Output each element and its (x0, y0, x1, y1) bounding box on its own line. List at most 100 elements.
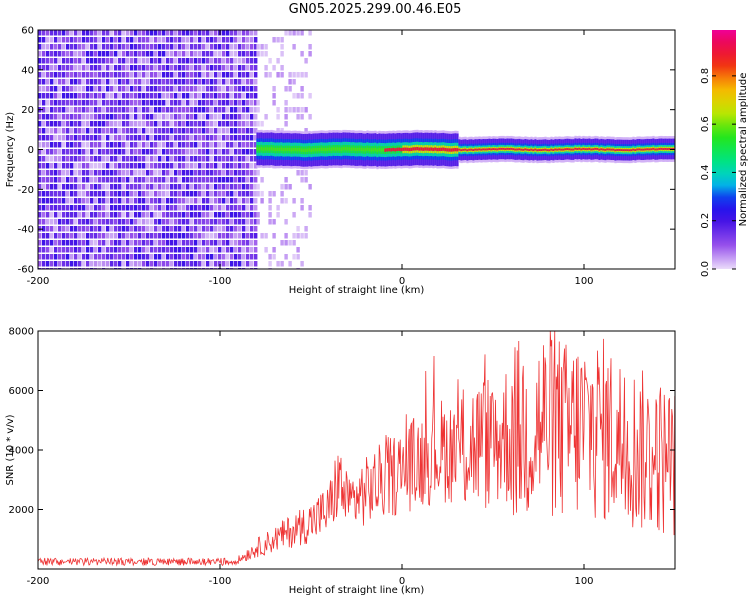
heat-cell (138, 233, 142, 239)
heat-cell (404, 147, 407, 151)
heat-cell (94, 72, 98, 78)
heat-cell (288, 107, 292, 113)
heat-cell (194, 212, 198, 218)
heat-cell (182, 128, 186, 134)
heat-cell (138, 205, 142, 211)
heat-cell (162, 170, 166, 176)
heat-cell (82, 212, 86, 218)
heat-cell (170, 44, 174, 50)
heat-cell (292, 198, 296, 204)
heat-cell (222, 240, 226, 246)
heat-cell (130, 51, 134, 57)
heat-cell (142, 254, 146, 260)
heat-cell (260, 233, 264, 239)
heat-cell (118, 205, 122, 211)
heat-cell (242, 233, 246, 239)
heat-cell (206, 240, 210, 246)
heat-cell (210, 226, 214, 232)
heat-cell (118, 149, 122, 155)
heat-cell (114, 51, 118, 57)
heat-cell (70, 58, 74, 64)
heat-cell (174, 51, 178, 57)
heat-cell (114, 135, 118, 141)
heat-cell (218, 44, 222, 50)
heat-cell (74, 72, 78, 78)
heat-cell (198, 128, 202, 134)
heat-cell (230, 191, 234, 197)
heat-cell (74, 51, 78, 57)
heat-cell (122, 86, 126, 92)
heat-cell (170, 254, 174, 260)
heat-cell (94, 191, 98, 197)
heat-cell (54, 79, 58, 85)
heat-cell (238, 128, 242, 134)
heat-cell (86, 212, 90, 218)
heat-cell (320, 147, 323, 151)
heat-cell (122, 163, 126, 169)
heat-cell (166, 149, 170, 155)
heat-cell (102, 177, 106, 183)
heat-cell (146, 121, 150, 127)
heat-cell (54, 44, 58, 50)
heat-cell (130, 79, 134, 85)
heat-cell (562, 148, 565, 151)
heat-cell (206, 58, 210, 64)
heat-cell (174, 184, 178, 190)
heat-cell (86, 37, 90, 43)
heat-cell (178, 72, 182, 78)
heat-cell (206, 121, 210, 127)
heat-cell (256, 121, 260, 127)
heat-cell (230, 142, 234, 148)
heat-cell (210, 86, 214, 92)
heat-cell (70, 72, 74, 78)
heat-cell (46, 205, 50, 211)
heat-cell (310, 148, 313, 152)
heat-cell (182, 107, 186, 113)
heat-cell (58, 44, 62, 50)
heat-cell (158, 114, 162, 120)
heat-cell (202, 44, 206, 50)
heat-cell (246, 198, 250, 204)
heat-cell (246, 30, 250, 36)
heat-cell (66, 177, 70, 183)
heat-cell (210, 30, 214, 36)
heat-cell (66, 170, 70, 176)
heat-cell (166, 170, 170, 176)
heat-cell (122, 219, 126, 225)
heat-cell (142, 86, 146, 92)
heat-cell (74, 30, 78, 36)
heat-cell (242, 135, 246, 141)
heat-cell (150, 177, 154, 183)
heat-cell (250, 205, 254, 211)
heat-cell (296, 148, 299, 152)
heat-cell (118, 261, 122, 267)
heat-cell (94, 121, 98, 127)
heat-cell (234, 254, 238, 260)
heat-cell (126, 121, 130, 127)
heat-cell (210, 121, 214, 127)
heat-cell (82, 247, 86, 253)
heat-cell (82, 128, 86, 134)
heat-cell (102, 226, 106, 232)
heat-cell (54, 51, 58, 57)
heat-cell (222, 233, 226, 239)
heat-cell (50, 114, 54, 120)
heat-cell (86, 121, 90, 127)
heat-cell (260, 147, 263, 151)
heat-cell (130, 247, 134, 253)
heat-cell (166, 142, 170, 148)
heat-cell (234, 156, 238, 162)
heat-cell (174, 142, 178, 148)
heat-cell (532, 149, 535, 152)
heat-cell (550, 148, 553, 151)
heat-cell (206, 86, 210, 92)
heat-cell (122, 135, 126, 141)
heat-cell (264, 114, 268, 120)
heat-cell (158, 170, 162, 176)
heat-cell (98, 121, 102, 127)
heat-cell (292, 72, 296, 78)
heat-cell (70, 121, 74, 127)
heat-cell (142, 240, 146, 246)
heat-cell (126, 247, 130, 253)
heat-cell (114, 156, 118, 162)
